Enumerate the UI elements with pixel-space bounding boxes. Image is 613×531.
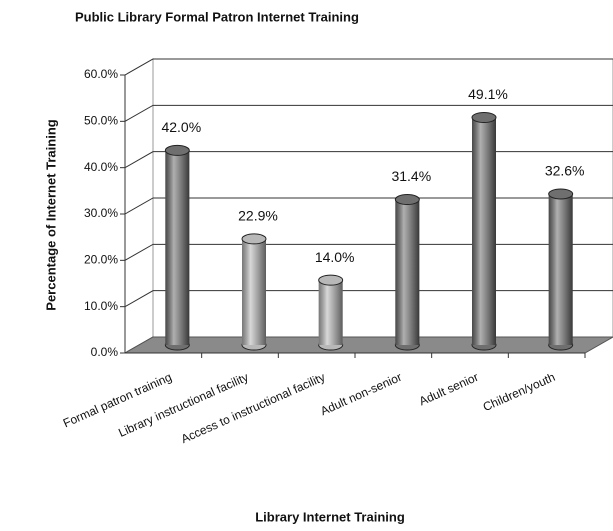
y-tick-label: 20.0% <box>84 253 118 267</box>
bar-top <box>548 188 574 200</box>
bar-top <box>318 274 344 286</box>
bar <box>318 274 344 351</box>
bar-top <box>164 144 190 156</box>
grid-line <box>124 151 613 169</box>
value-label: 22.9% <box>238 208 278 224</box>
bar-top <box>394 194 420 206</box>
bar <box>394 194 420 351</box>
bar-shade <box>165 150 190 345</box>
y-axis-title: Percentage of Internet Training <box>43 119 58 310</box>
grid-line <box>124 197 613 215</box>
x-tick-label: Adult senior <box>417 370 481 409</box>
grid-line <box>124 104 613 122</box>
bar-top <box>471 112 497 124</box>
bar <box>471 112 497 351</box>
bar <box>241 233 267 351</box>
grid-line <box>124 58 613 76</box>
x-tick-label: Library instructional facility <box>116 370 250 440</box>
value-label: 31.4% <box>391 168 431 184</box>
floor <box>123 336 613 354</box>
value-label: 14.0% <box>315 249 355 265</box>
y-tick-label: 50.0% <box>84 114 118 128</box>
y-tick-label: 10.0% <box>84 299 118 313</box>
bar <box>548 188 574 351</box>
bar-shade <box>318 280 343 345</box>
bar-shade <box>548 193 573 345</box>
x-tick-label: Adult non-senior <box>318 370 404 418</box>
value-label: 49.1% <box>468 86 508 102</box>
y-tick-label: 60.0% <box>84 67 118 81</box>
value-label: 32.6% <box>545 163 585 179</box>
x-tick-label: Children/youth <box>481 370 557 414</box>
x-tick-label: Access to instructional facility <box>179 370 327 446</box>
bar-shade <box>242 238 266 345</box>
grid-line <box>124 290 613 308</box>
bar-shade <box>472 117 496 346</box>
y-tick-label: 30.0% <box>84 206 118 220</box>
bar <box>164 144 190 351</box>
bar-top <box>241 233 267 245</box>
bar-shade <box>395 199 420 345</box>
grid-line <box>124 243 613 261</box>
value-label: 42.0% <box>161 119 201 135</box>
x-axis-title: Library Internet Training <box>255 509 405 524</box>
y-tick-label: 0.0% <box>91 345 119 359</box>
y-tick-label: 40.0% <box>84 160 118 174</box>
chart-title: Public Library Formal Patron Internet Tr… <box>75 9 359 24</box>
